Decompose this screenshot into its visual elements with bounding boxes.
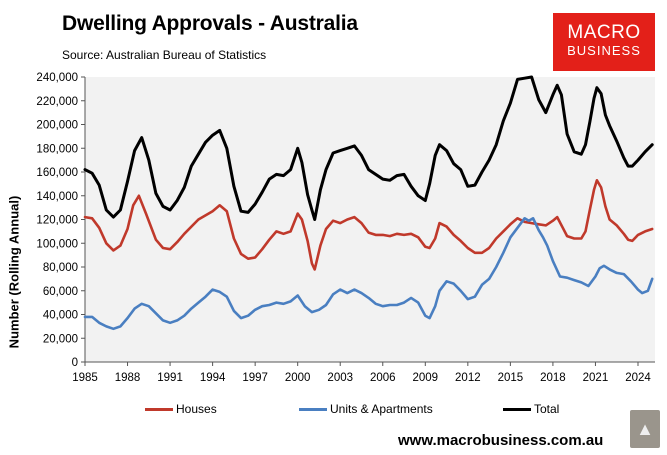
chart-title: Dwelling Approvals - Australia — [62, 12, 358, 35]
y-tick-label: 60,000 — [43, 286, 78, 298]
x-tick-label: 2012 — [455, 372, 481, 384]
legend-swatch-houses — [145, 407, 173, 411]
x-tick-label: 2003 — [327, 372, 353, 384]
legend-swatch-total — [503, 407, 531, 411]
series-line-houses — [83, 179, 654, 271]
y-tick-label: 240,000 — [36, 72, 78, 84]
y-tick-label: 100,000 — [36, 238, 78, 250]
y-tick-label: 140,000 — [36, 191, 78, 203]
legend-swatch-units — [299, 407, 327, 411]
y-tick-label: 20,000 — [43, 333, 78, 345]
x-tick-label: 2006 — [370, 372, 396, 384]
legend-label-houses: Houses — [176, 402, 217, 416]
wolf-icon: ▲ — [630, 410, 660, 448]
y-tick-label: 220,000 — [36, 96, 78, 108]
y-tick-label: 180,000 — [36, 143, 78, 155]
x-tick-label: 2021 — [583, 372, 609, 384]
source-note: Source: Australian Bureau of Statistics — [62, 48, 267, 62]
x-tick-label: 1985 — [72, 372, 98, 384]
x-tick-label: 2015 — [498, 372, 524, 384]
y-tick-label: 160,000 — [36, 167, 78, 179]
x-tick-label: 2024 — [625, 372, 651, 384]
series-line-units-apartments — [83, 217, 654, 331]
x-tick-label: 2009 — [413, 372, 439, 384]
x-tick-label: 1991 — [157, 372, 183, 384]
x-tick-label: 2018 — [540, 372, 566, 384]
x-tick-label: 2000 — [285, 372, 311, 384]
y-tick-label: 0 — [72, 357, 78, 369]
y-tick-label: 200,000 — [36, 120, 78, 132]
legend-item-total: Total — [503, 402, 559, 416]
x-tick-label: 1994 — [200, 372, 226, 384]
legend-label-units: Units & Apartments — [330, 402, 433, 416]
y-tick-label: 40,000 — [43, 310, 78, 322]
logo-line-2: BUSINESS — [567, 43, 641, 58]
series-line-total — [83, 75, 654, 221]
x-tick-label: 1997 — [242, 372, 268, 384]
legend-item-units: Units & Apartments — [299, 402, 433, 416]
y-tick-label: 80,000 — [43, 262, 78, 274]
logo-line-1: MACRO — [567, 22, 641, 43]
brand-logo: MACRO BUSINESS — [553, 13, 655, 71]
legend-item-houses: Houses — [145, 402, 217, 416]
plot-area — [85, 77, 655, 362]
y-tick-label: 120,000 — [36, 215, 78, 227]
footer-url[interactable]: www.macrobusiness.com.au — [398, 432, 604, 449]
x-tick-label: 1988 — [115, 372, 141, 384]
legend-label-total: Total — [534, 402, 560, 416]
